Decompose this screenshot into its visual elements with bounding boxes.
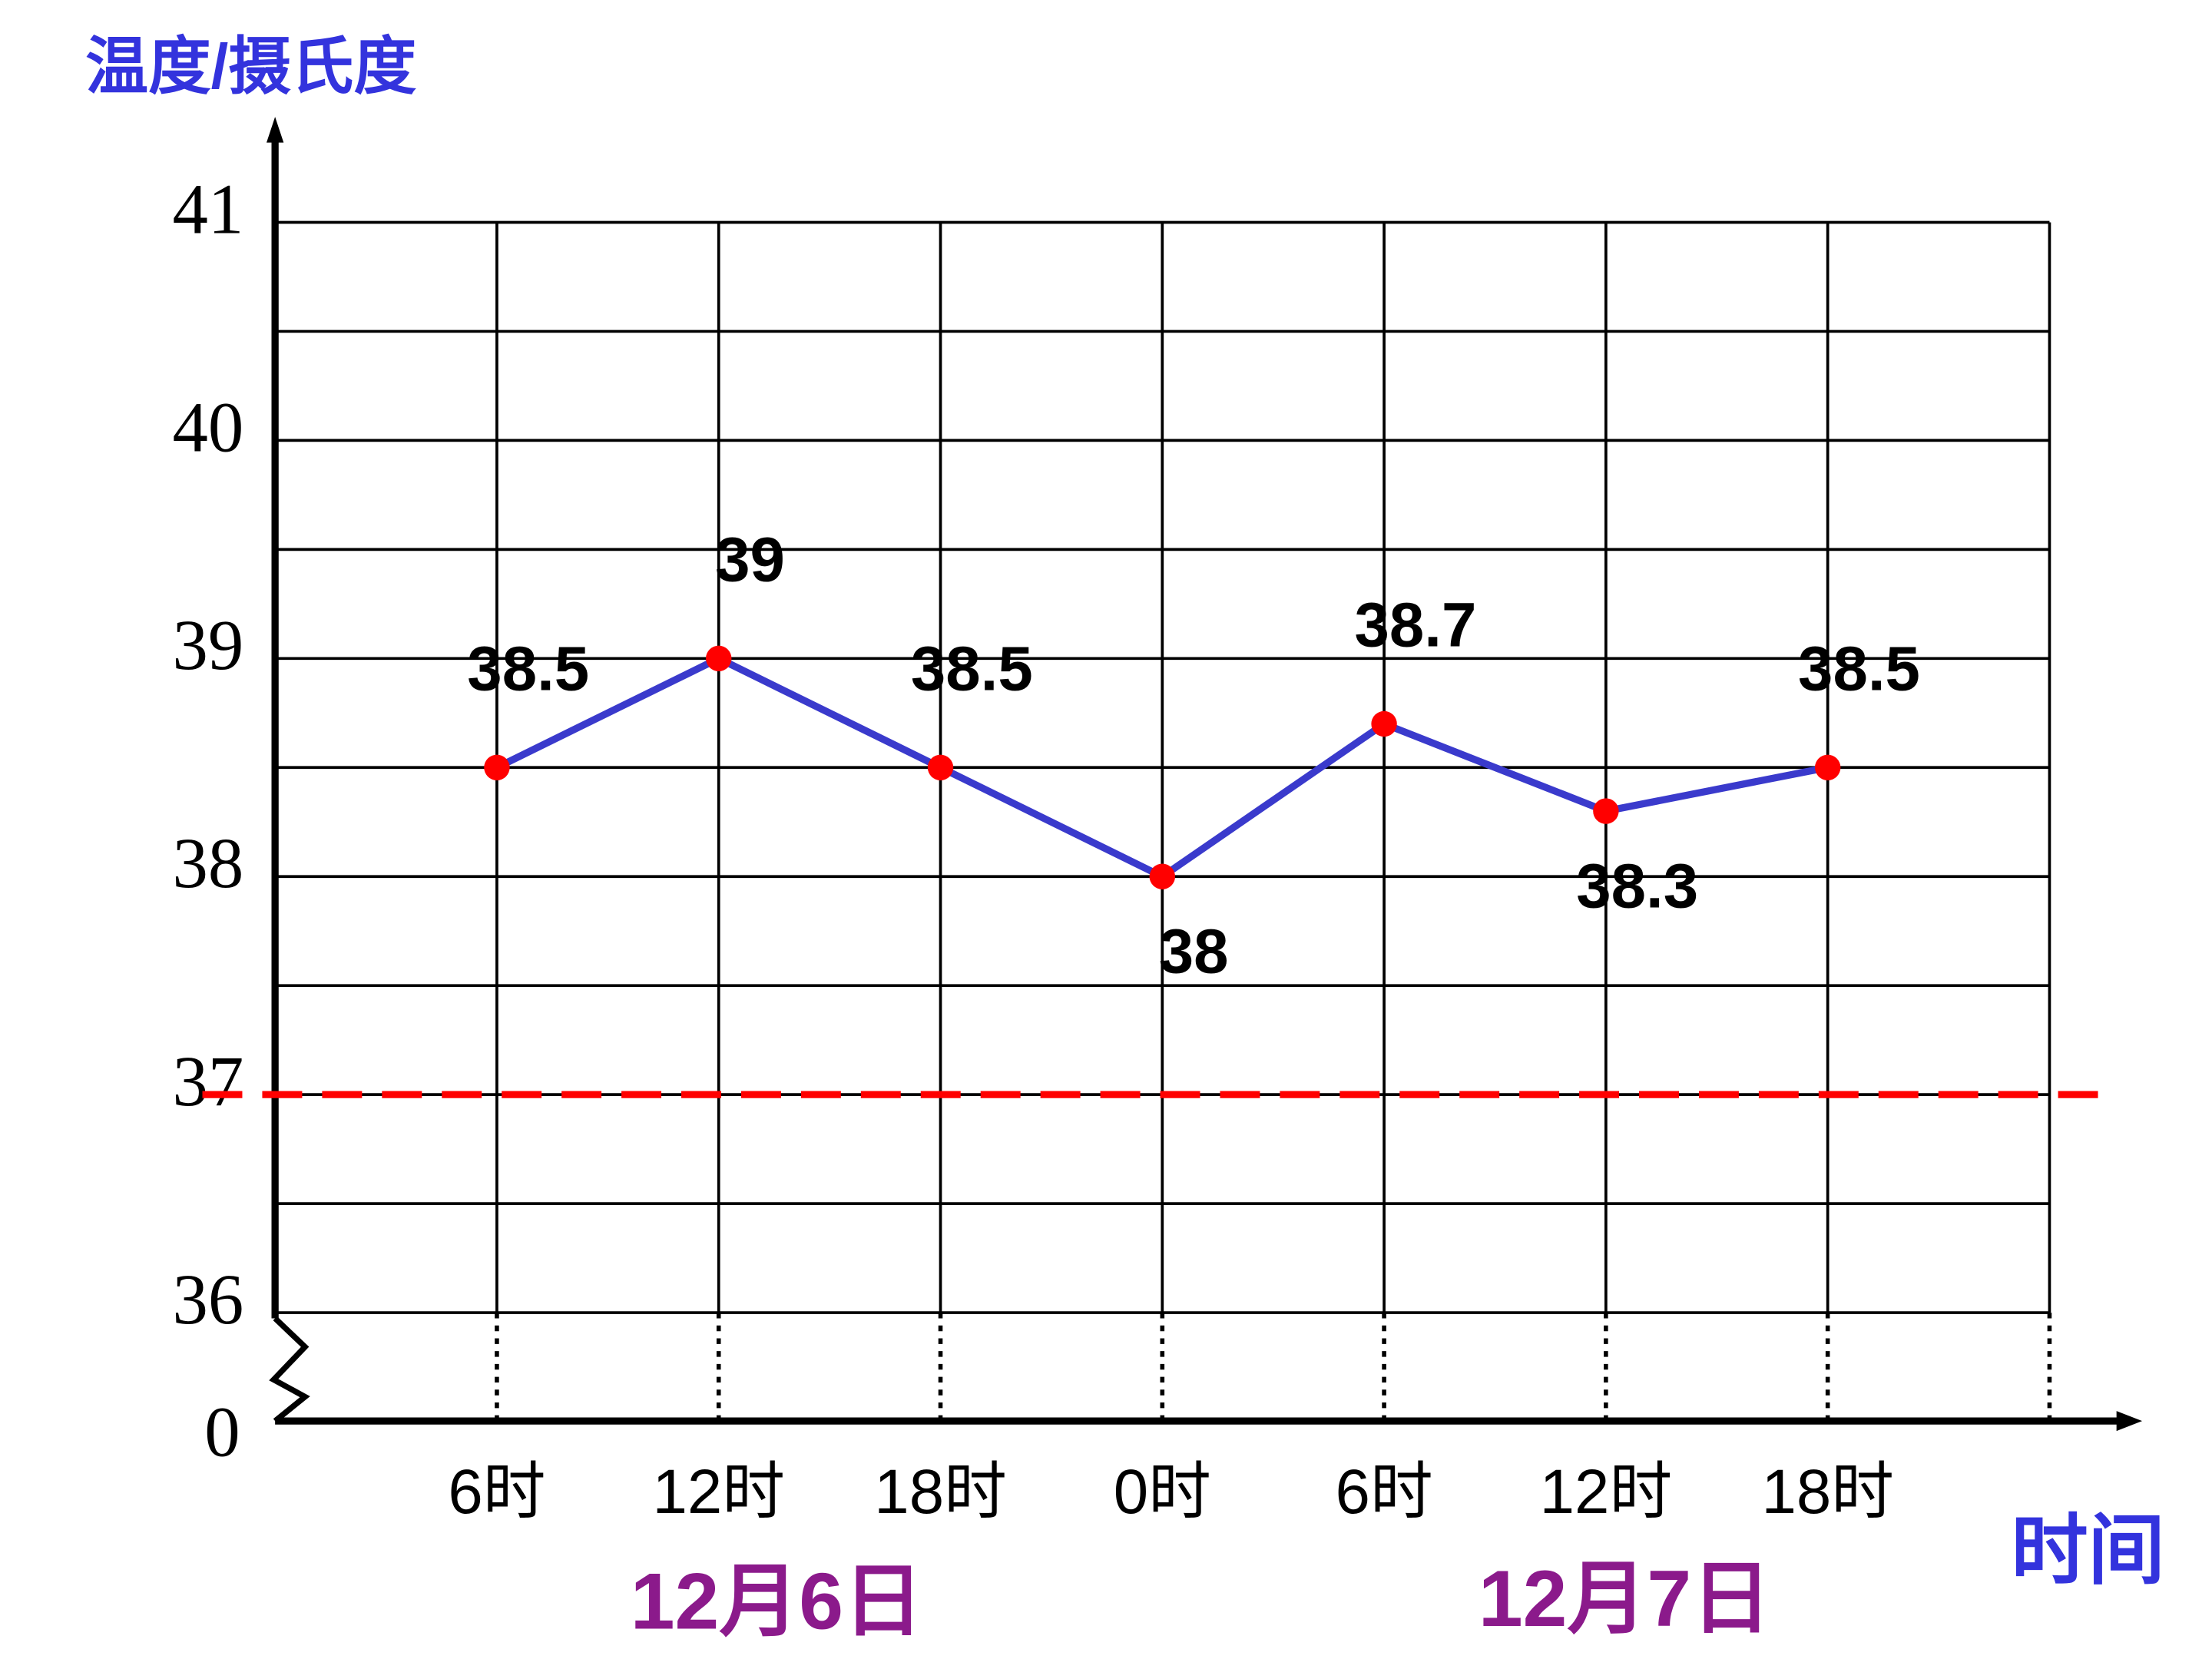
x-tick-label: 6时: [448, 1457, 545, 1527]
data-label: 38.5: [911, 634, 1033, 704]
data-label: 38.5: [1798, 634, 1920, 704]
y-tick-label: 39: [173, 606, 244, 685]
axis-break: [269, 1316, 310, 1423]
x-axis-label: 时间: [2011, 1508, 2164, 1594]
data-point: [706, 645, 732, 672]
y-tick-label: 40: [173, 388, 244, 467]
data-label: 38.5: [467, 634, 589, 704]
group-label: 12月6日: [631, 1558, 923, 1647]
data-label: 38.3: [1576, 852, 1698, 922]
data-point: [484, 754, 510, 780]
y-tick-label: 41: [173, 170, 244, 249]
x-tick-label: 12时: [653, 1457, 785, 1527]
data-label: 38.7: [1354, 591, 1476, 661]
data-label: 38: [1159, 917, 1229, 987]
x-tick-label: 18时: [874, 1457, 1006, 1527]
data-point: [1371, 710, 1397, 737]
y-axis-arrow: [267, 117, 284, 143]
x-axis-arrow: [2116, 1411, 2143, 1432]
y-tick-label: 36: [173, 1260, 244, 1339]
axis-break-label: 0: [204, 1393, 240, 1472]
y-tick-label: 37: [173, 1042, 244, 1121]
data-point: [1593, 798, 1619, 824]
data-point: [927, 754, 954, 780]
data-label: 39: [715, 525, 785, 594]
x-tick-label: 18时: [1761, 1457, 1893, 1527]
data-point: [1149, 863, 1175, 889]
y-axis-label: 温度/摄氏度: [85, 31, 416, 101]
data-point: [1814, 754, 1841, 780]
y-tick-label: 38: [173, 824, 244, 903]
x-tick-label: 0时: [1114, 1457, 1211, 1527]
group-label: 12月7日: [1479, 1555, 1771, 1644]
x-tick-label: 6时: [1336, 1457, 1433, 1527]
x-tick-label: 12时: [1540, 1457, 1672, 1527]
